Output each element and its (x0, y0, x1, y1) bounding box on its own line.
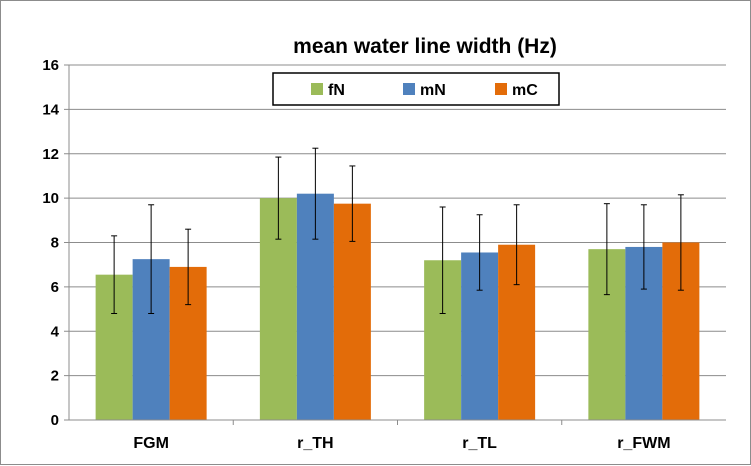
x-category-label: r_TL (462, 435, 497, 452)
legend-swatch-mN (403, 83, 415, 95)
legend-label-fN: fN (328, 82, 345, 99)
bars (95, 193, 700, 420)
y-tick-label: 16 (42, 57, 59, 74)
y-tick-label: 2 (51, 368, 59, 385)
legend: fN mN mC (272, 72, 560, 106)
x-category-label: r_TH (297, 435, 333, 452)
legend-label-mN: mN (420, 82, 446, 99)
legend-label-mC: mC (512, 82, 538, 99)
x-category-label: r_FWM (617, 435, 670, 452)
x-category-label: FGM (133, 435, 169, 452)
error-bars (111, 147, 684, 314)
y-tick-label: 0 (51, 412, 59, 429)
y-tick-label: 10 (42, 190, 59, 207)
y-tick-label: 14 (42, 101, 59, 118)
chart-title: mean water line width (Hz) (293, 35, 557, 58)
y-tick-label: 4 (51, 323, 60, 340)
y-tick-label: 6 (51, 279, 59, 296)
legend-swatch-fN (311, 83, 323, 95)
y-tick-label: 8 (51, 235, 59, 252)
y-tick-label: 12 (42, 146, 59, 163)
axes: 0 2 4 6 8 10 12 14 16 FGM r_TH r_TL r_FWM (42, 57, 726, 452)
legend-swatch-mC (495, 83, 507, 95)
